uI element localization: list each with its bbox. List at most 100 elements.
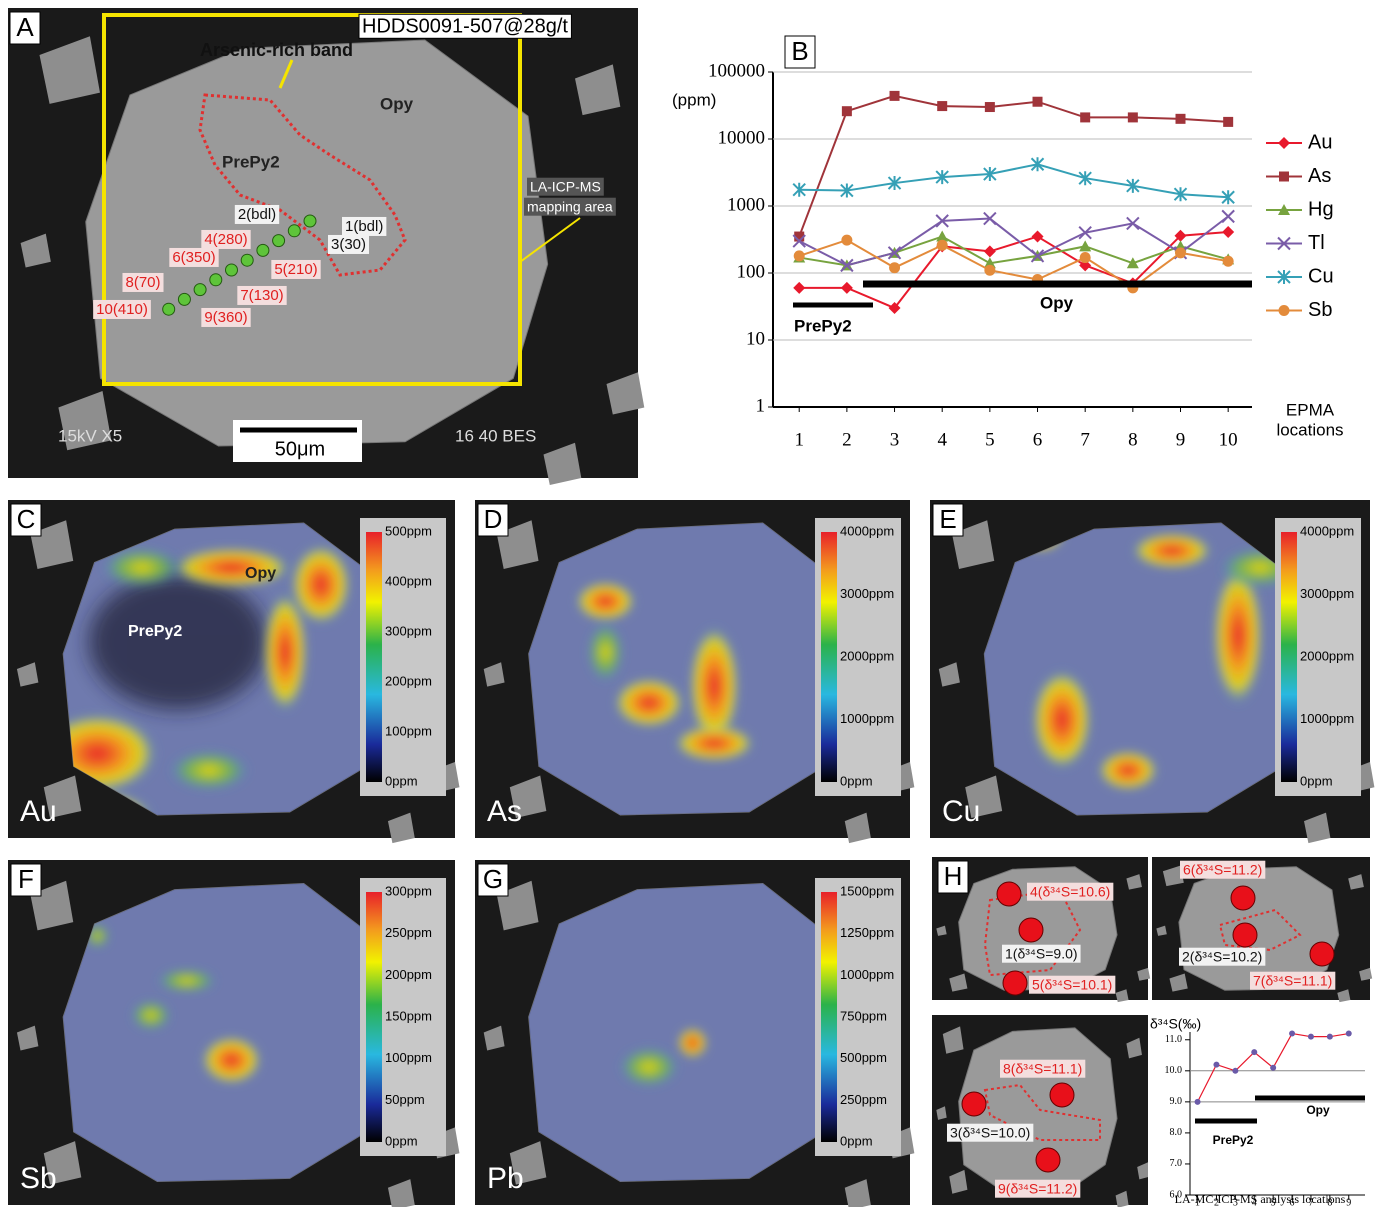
x-tick-label: 9 bbox=[1176, 429, 1186, 450]
mapping-label: LA-ICP-MS bbox=[530, 179, 601, 195]
y-tick-label: 100000 bbox=[708, 60, 765, 81]
band-label: Arsenic-rich band bbox=[200, 40, 353, 60]
spot bbox=[1231, 886, 1255, 910]
scale-label: 50μm bbox=[275, 438, 325, 460]
sem-info: 16 40 BES bbox=[455, 426, 536, 445]
heat-blob bbox=[674, 725, 754, 761]
marker bbox=[1232, 1068, 1238, 1074]
y-tick-label: 10000 bbox=[718, 127, 766, 148]
heat-blob bbox=[588, 622, 624, 682]
marker bbox=[1279, 305, 1290, 316]
marker bbox=[1222, 210, 1234, 222]
spot-label: 1(bdl) bbox=[345, 218, 383, 235]
colorbar-label: 200ppm bbox=[385, 673, 432, 688]
spot-label: 2(δ³⁴S=10.2) bbox=[1182, 949, 1262, 965]
marker bbox=[1213, 1062, 1219, 1068]
marker bbox=[889, 262, 900, 273]
element-label: Au bbox=[20, 795, 57, 828]
x-axis-label: locations bbox=[1276, 420, 1343, 439]
colorbar-label: 750ppm bbox=[840, 1008, 887, 1023]
spot-label: 5(δ³⁴S=10.1) bbox=[1032, 977, 1112, 993]
colorbar-label: 0ppm bbox=[840, 1133, 873, 1148]
colorbar-label: 2000ppm bbox=[840, 648, 894, 663]
marker bbox=[937, 101, 947, 111]
marker bbox=[984, 245, 996, 257]
marker bbox=[1222, 226, 1234, 238]
marker bbox=[985, 102, 995, 112]
colorbar-label: 0ppm bbox=[840, 773, 873, 788]
spot-label: 1(δ³⁴S=9.0) bbox=[1005, 946, 1078, 962]
colorbar-label: 3000ppm bbox=[1300, 586, 1354, 601]
spot-label: 9(360) bbox=[204, 309, 247, 326]
spot bbox=[1050, 1083, 1074, 1107]
spot bbox=[1310, 942, 1334, 966]
x-tick-label: 5 bbox=[985, 429, 995, 450]
colorbar-label: 150ppm bbox=[385, 1008, 432, 1023]
heat-blob bbox=[576, 581, 636, 621]
colorbar-label: 100ppm bbox=[385, 723, 432, 738]
opy-label: Opy bbox=[380, 94, 414, 113]
spot-label: 4(280) bbox=[204, 231, 247, 248]
x-tick-label: 3 bbox=[890, 429, 900, 450]
y-unit: (ppm) bbox=[672, 90, 716, 109]
colorbar-label: 200ppm bbox=[385, 967, 432, 982]
spot bbox=[288, 225, 300, 237]
colorbar-label: 4000ppm bbox=[840, 523, 894, 538]
marker bbox=[984, 265, 995, 276]
opy-label: Opy bbox=[245, 565, 276, 582]
spot bbox=[273, 235, 285, 247]
colorbar bbox=[1281, 532, 1297, 782]
x-tick-label: 4 bbox=[937, 429, 947, 450]
spot-label: 8(δ³⁴S=11.1) bbox=[1003, 1061, 1082, 1077]
spot bbox=[241, 254, 253, 266]
marker bbox=[1195, 1099, 1201, 1105]
spot-label: 6(350) bbox=[172, 249, 215, 266]
x-tick-label: 6 bbox=[1033, 429, 1043, 450]
marker bbox=[937, 240, 948, 251]
marker bbox=[1251, 1049, 1257, 1055]
y-tick-label: 1000 bbox=[727, 194, 765, 215]
marker bbox=[841, 282, 853, 294]
marker bbox=[890, 91, 900, 101]
marker bbox=[1270, 1065, 1276, 1071]
colorbar bbox=[366, 892, 382, 1142]
colorbar bbox=[821, 532, 837, 782]
sem-info: 15kV X5 bbox=[58, 426, 122, 445]
marker bbox=[842, 106, 852, 116]
marker bbox=[1033, 97, 1043, 107]
x-axis-label: EPMA bbox=[1286, 400, 1335, 419]
legend-label: Hg bbox=[1308, 198, 1334, 220]
legend-label: Au bbox=[1308, 131, 1332, 153]
heat-blob bbox=[678, 1028, 708, 1058]
colorbar-label: 4000ppm bbox=[1300, 523, 1354, 538]
mapping-label: mapping area bbox=[527, 199, 613, 215]
heat-blob bbox=[169, 750, 249, 790]
spot-label: 8(70) bbox=[125, 274, 160, 291]
figure: AHDDS0091-507@28g/tArsenic-rich bandOpyP… bbox=[0, 0, 1377, 1207]
marker bbox=[1327, 1034, 1333, 1040]
marker bbox=[1079, 240, 1091, 251]
heat-blob bbox=[131, 1000, 171, 1030]
element-label: Pb bbox=[487, 1162, 524, 1195]
marker bbox=[1175, 247, 1186, 258]
spot bbox=[1036, 1148, 1060, 1172]
heat-blob bbox=[1032, 670, 1092, 770]
colorbar bbox=[366, 532, 382, 782]
colorbar-label: 100ppm bbox=[385, 1050, 432, 1065]
legend-label: Sb bbox=[1308, 299, 1332, 321]
spot bbox=[962, 1092, 986, 1116]
panel-label: C bbox=[17, 504, 36, 534]
marker bbox=[1308, 1034, 1314, 1040]
x-tick-label: 9 bbox=[1346, 1197, 1351, 1207]
prepy-label: PrePy2 bbox=[222, 152, 280, 171]
legend-label: Cu bbox=[1308, 265, 1334, 287]
colorbar-label: 3000ppm bbox=[840, 586, 894, 601]
panel-label: A bbox=[16, 12, 34, 42]
marker bbox=[1176, 114, 1186, 124]
colorbar-label: 400ppm bbox=[385, 573, 432, 588]
heat-blob bbox=[157, 969, 217, 993]
spot bbox=[1233, 923, 1257, 947]
x-tick-label: 10 bbox=[1219, 429, 1238, 450]
colorbar-label: 1500ppm bbox=[840, 883, 894, 898]
spot-label: 6(δ³⁴S=11.2) bbox=[1183, 862, 1262, 878]
